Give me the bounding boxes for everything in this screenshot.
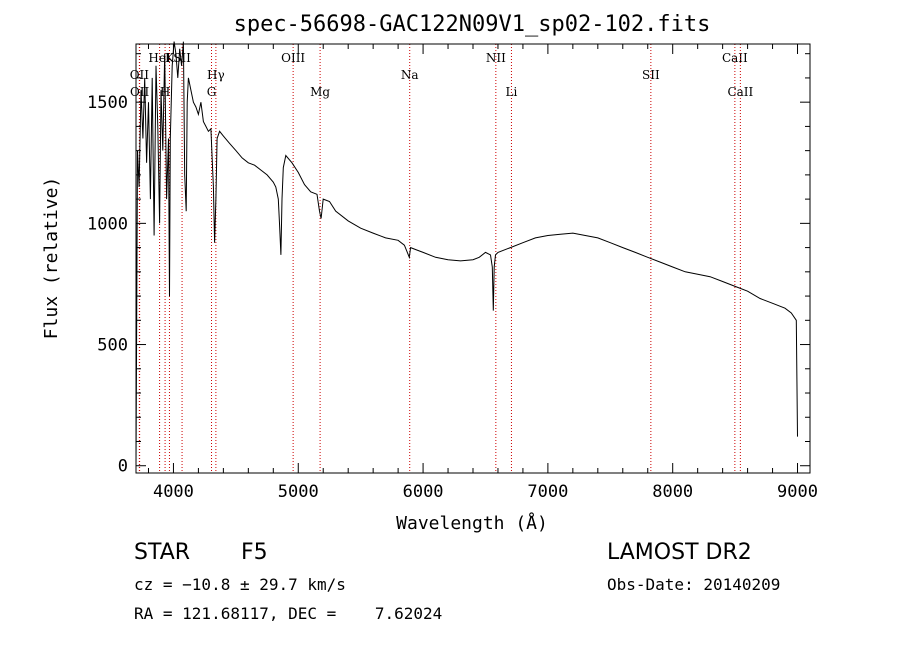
y-tick-label: 1500	[87, 93, 128, 113]
line-label-15: CaII	[727, 85, 753, 99]
y-axis: 0 500 1000 1500	[87, 53, 810, 477]
object-class: STAR	[134, 540, 191, 565]
line-label-10: Na	[401, 68, 419, 82]
line-label-14: CaII	[722, 51, 748, 65]
coordinates-text: RA = 121.68117, DEC = 7.62024	[134, 604, 443, 623]
obs-date-text: Obs-Date: 20140209	[607, 575, 781, 594]
line-label-2: HeI	[148, 51, 171, 65]
y-axis-label: Flux (relative)	[41, 177, 62, 340]
plot-frame	[135, 43, 811, 474]
x-tick-label: 6000	[403, 482, 444, 502]
chart-title: spec-56698-GAC122N09V1_sp02-102.fits	[234, 12, 711, 37]
survey-name: LAMOST DR2	[607, 540, 752, 565]
x-tick-label: 9000	[777, 482, 818, 502]
line-label-8: OIII	[281, 51, 305, 65]
line-label-11: NII	[486, 51, 506, 65]
line-label-9: Mg	[310, 85, 330, 99]
line-label-13: SII	[642, 68, 660, 82]
y-tick-label: 500	[97, 336, 128, 356]
object-subclass: F5	[241, 540, 268, 565]
y-tick-label: 0	[118, 457, 128, 477]
x-tick-label: 4000	[153, 482, 194, 502]
y-tick-label: 1000	[87, 214, 128, 234]
x-axis: 4000 5000 6000 7000 8000 9000	[147, 44, 818, 502]
x-tick-label: 8000	[652, 482, 693, 502]
line-label-12: Li	[506, 85, 518, 99]
spectrum-series	[135, 41, 798, 466]
x-tick-label: 5000	[278, 482, 319, 502]
line-label-1: OII	[130, 85, 150, 99]
line-label-4: K	[165, 51, 175, 65]
line-label-6: Hγ	[207, 68, 225, 82]
redshift-text: cz = −10.8 ± 29.7 km/s	[134, 575, 346, 594]
spectrum-line	[135, 41, 798, 466]
line-label-7: G	[207, 85, 217, 99]
x-axis-label: Wavelength (Å)	[396, 512, 548, 534]
x-tick-label: 7000	[527, 482, 568, 502]
